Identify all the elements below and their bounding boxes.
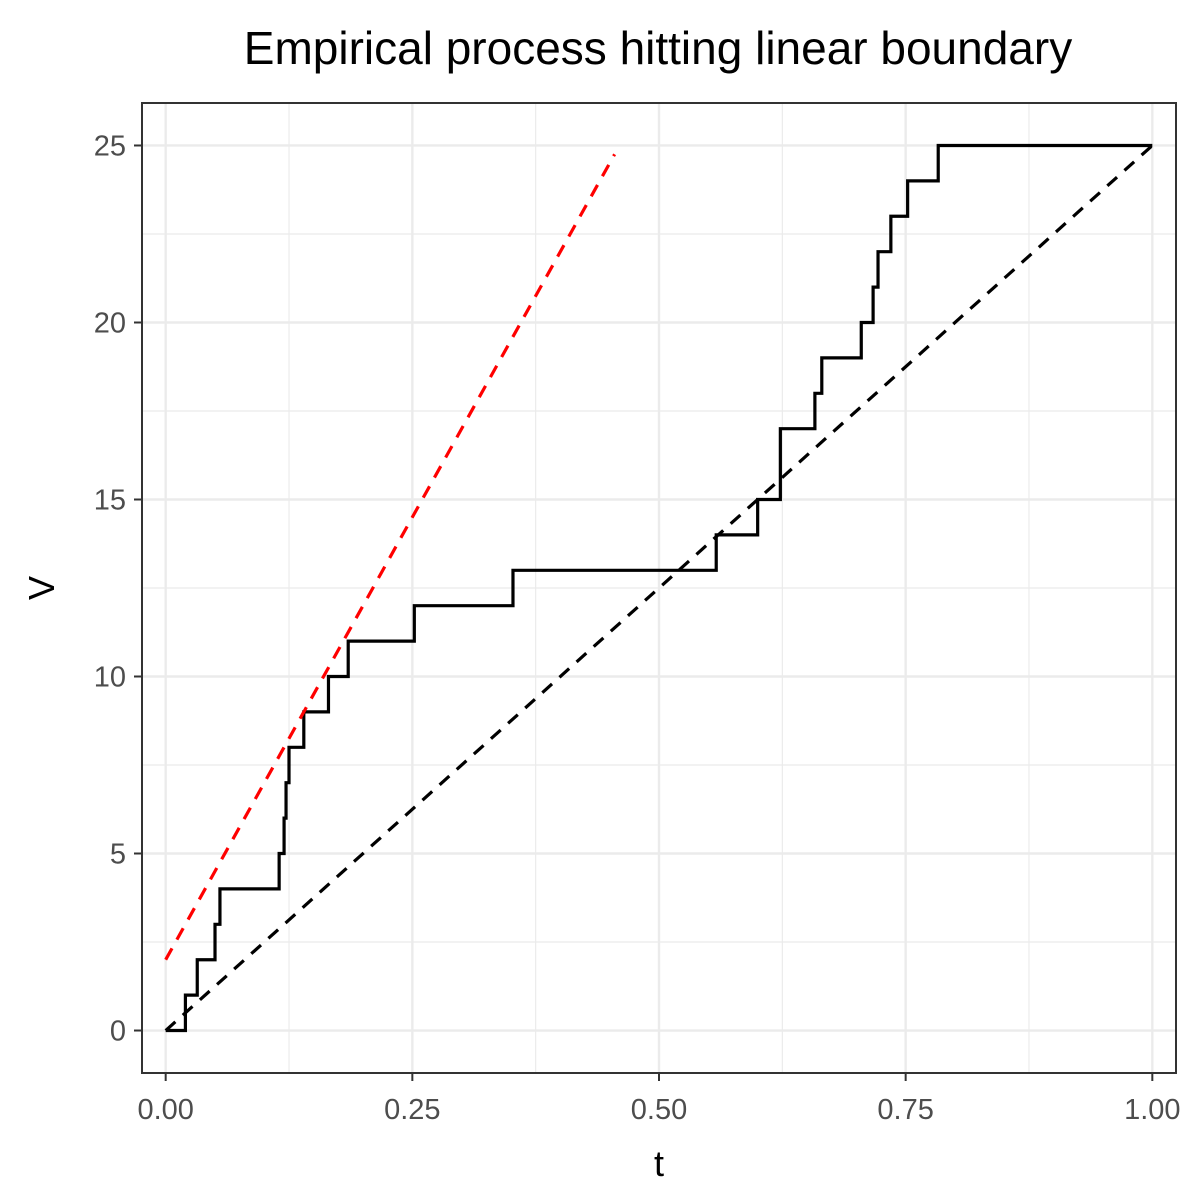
y-tick-label: 20: [94, 307, 126, 339]
x-tick-label: 0.75: [877, 1094, 933, 1126]
empirical-process-step-line: [165, 143, 1153, 1033]
y-tick-label: 25: [94, 130, 126, 162]
series-layer: [164, 143, 1154, 1033]
x-tick-label: 0.25: [384, 1094, 440, 1126]
y-axis-title: V: [21, 576, 62, 600]
y-tick-label: 0: [110, 1016, 126, 1048]
y-tick-label: 15: [94, 484, 126, 516]
y-axis: 0 5 10 15 20 25: [94, 130, 142, 1048]
y-tick-label: 5: [110, 839, 126, 871]
x-axis-title: t: [654, 1143, 664, 1184]
boundary-dashed-line: [164, 153, 616, 961]
y-tick-label: 10: [94, 662, 126, 694]
chart-title: Empirical process hitting linear boundar…: [244, 22, 1072, 74]
diagonal-dashed-line: [164, 144, 1154, 1032]
x-axis: 0.00 0.25 0.50 0.75 1.00: [137, 1073, 1181, 1126]
x-tick-label: 1.00: [1124, 1094, 1180, 1126]
x-tick-label: 0.00: [137, 1094, 193, 1126]
x-tick-label: 0.50: [631, 1094, 687, 1126]
